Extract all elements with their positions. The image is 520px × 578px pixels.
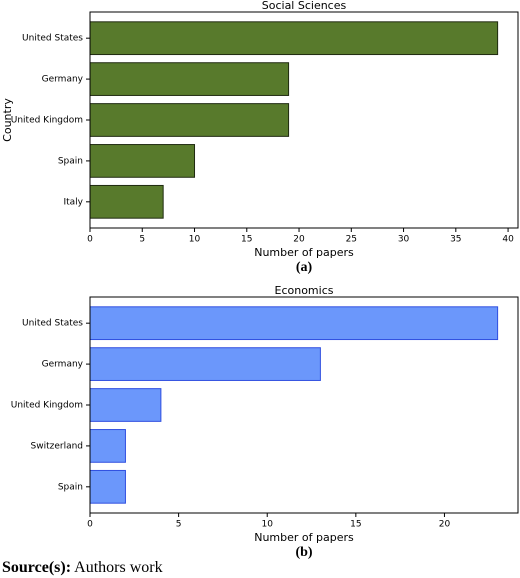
x-tick-label: 5 [139, 235, 145, 245]
x-axis-label: Number of papers [254, 246, 354, 259]
chart-title: Economics [275, 284, 334, 297]
y-tick-label: United States [22, 34, 83, 44]
x-tick-label: 25 [346, 235, 357, 245]
x-tick-label: 10 [189, 235, 201, 245]
source-text: Authors work [74, 559, 162, 576]
axes-frame [89, 296, 519, 514]
x-tick-label: 10 [261, 520, 273, 530]
x-tick-label: 0 [87, 520, 93, 530]
x-tick-label: 20 [293, 235, 305, 245]
bar [89, 103, 290, 137]
bar [89, 62, 290, 96]
x-tick-label: 0 [87, 235, 93, 245]
x-tick-label: 15 [241, 235, 252, 245]
y-tick-label: United Kingdom [11, 401, 83, 411]
x-tick-label: 20 [439, 520, 451, 530]
y-tick-label: United Kingdom [11, 116, 83, 126]
bar [89, 144, 196, 178]
source-note: Source(s): Authors work [2, 559, 163, 576]
y-tick-label: Germany [42, 75, 84, 85]
y-tick-label: United States [22, 319, 83, 329]
axes-frame [89, 11, 519, 229]
x-tick-label: 5 [176, 520, 182, 530]
y-tick-label: Italy [63, 197, 83, 207]
source-label: Source(s): [2, 559, 71, 576]
x-tick-label: 15 [350, 520, 361, 530]
y-tick-label: Spain [58, 482, 83, 492]
x-tick-label: 35 [450, 235, 461, 245]
bar [89, 347, 321, 381]
bar [89, 306, 499, 341]
bar [89, 469, 126, 504]
caption: (b) [295, 545, 312, 560]
x-axis-label: Number of papers [254, 531, 354, 544]
bar [89, 184, 164, 219]
y-axis-label: Country [1, 98, 14, 142]
caption: (a) [296, 260, 313, 275]
x-tick-label: 40 [502, 235, 514, 245]
y-tick-label: Spain [58, 156, 83, 166]
bar [89, 21, 499, 56]
bar [89, 429, 126, 463]
x-tick-label: 30 [398, 235, 410, 245]
bar [89, 388, 162, 422]
chart-title: Social Sciences [262, 0, 347, 12]
y-tick-label: Switzerland [31, 441, 84, 451]
y-tick-label: Germany [42, 360, 84, 370]
